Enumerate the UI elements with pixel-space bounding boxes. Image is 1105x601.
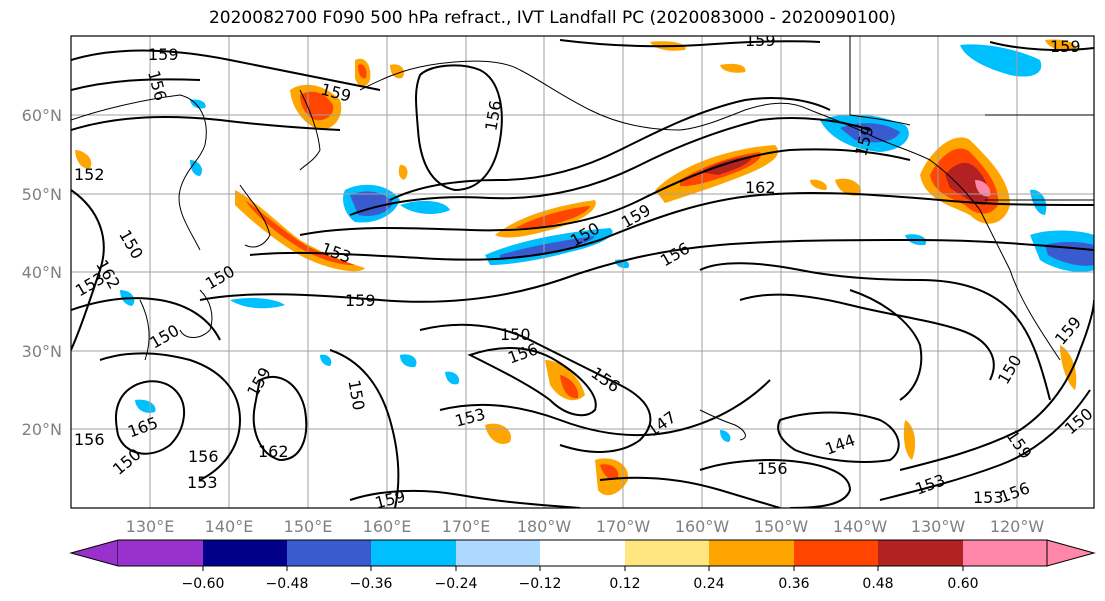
contour-label: 156 <box>188 447 219 466</box>
colorbar-tick-label: −0.24 <box>435 576 478 592</box>
longitude-labels: 130°E 140°E 150°E 160°E 170°E 180°W 170°… <box>126 517 1045 536</box>
colorbar-tick-label: 0.12 <box>609 576 640 592</box>
contour-label: 159 <box>745 31 776 50</box>
lat-label-20: 20°N <box>22 420 62 439</box>
lon-label: 170°E <box>442 517 491 536</box>
contour-label: 162 <box>258 442 289 461</box>
contour-label: 159 <box>148 45 179 64</box>
contour-lines <box>71 39 1094 508</box>
contour-label: 153 <box>187 473 218 492</box>
colorbar: −0.60 −0.48 −0.36 −0.24 −0.12 0.12 0.24 … <box>69 539 1096 592</box>
colorbar-min-extend <box>69 539 119 567</box>
lon-label: 150°W <box>754 517 809 536</box>
colorbar-segment <box>118 540 203 566</box>
lat-label-30: 30°N <box>22 342 62 361</box>
colorbar-segment <box>709 540 794 566</box>
lon-label: 160°W <box>675 517 730 536</box>
colorbar-tick-label: −0.60 <box>182 576 225 592</box>
contour-label: 156 <box>757 459 788 478</box>
lon-label: 120°W <box>990 517 1045 536</box>
graticule <box>71 36 1094 508</box>
lat-label-40: 40°N <box>22 263 62 282</box>
contour-label: 159 <box>1050 37 1081 56</box>
contour-label: 162 <box>745 178 776 197</box>
lon-label: 130°E <box>126 517 175 536</box>
lon-label: 140°E <box>205 517 254 536</box>
contour-label: 159 <box>373 486 407 512</box>
colorbar-segment <box>456 540 540 566</box>
contour-label: 153 <box>973 488 1004 507</box>
colorbar-tick-label: 0.60 <box>947 576 978 592</box>
lon-label: 140°W <box>833 517 888 536</box>
lat-label-50: 50°N <box>22 185 62 204</box>
colorbar-max-extend <box>1046 539 1096 567</box>
lat-label-60: 60°N <box>22 106 62 125</box>
map-title: 2020082700 F090 500 hPa refract., IVT La… <box>208 8 896 28</box>
contour-label: 159 <box>345 291 376 310</box>
colorbar-segment <box>794 540 878 566</box>
colorbar-segment <box>878 540 963 566</box>
lon-label: 180°W <box>517 517 572 536</box>
anomaly-japan <box>235 190 365 272</box>
colorbar-tick-label: 0.36 <box>778 576 809 592</box>
colorbar-tick-label: −0.48 <box>266 576 309 592</box>
latitude-labels: 60°N 50°N 40°N 30°N 20°N <box>22 106 62 439</box>
colorbar-segment <box>625 540 709 566</box>
coastlines <box>71 36 1094 441</box>
colorbar-tick-label: 0.24 <box>693 576 724 592</box>
lon-label: 150°E <box>284 517 333 536</box>
colorbar-segment <box>287 540 371 566</box>
colorbar-tick-label: −0.36 <box>350 576 393 592</box>
contour-label: 156 <box>74 430 105 449</box>
colorbar-segment <box>540 540 625 566</box>
lon-label: 160°E <box>363 517 412 536</box>
map-frame <box>70 35 1095 509</box>
lon-label: 170°W <box>596 517 651 536</box>
colorbar-tick-label: −0.12 <box>519 576 562 592</box>
contour-label: 152 <box>74 165 105 184</box>
colorbar-segment <box>371 540 456 566</box>
colorbar-segment <box>203 540 287 566</box>
lon-label: 130°W <box>911 517 966 536</box>
colorbar-segment <box>963 540 1047 566</box>
colorbar-tick-label: 0.48 <box>862 576 893 592</box>
contour-label: 150 <box>500 325 531 344</box>
